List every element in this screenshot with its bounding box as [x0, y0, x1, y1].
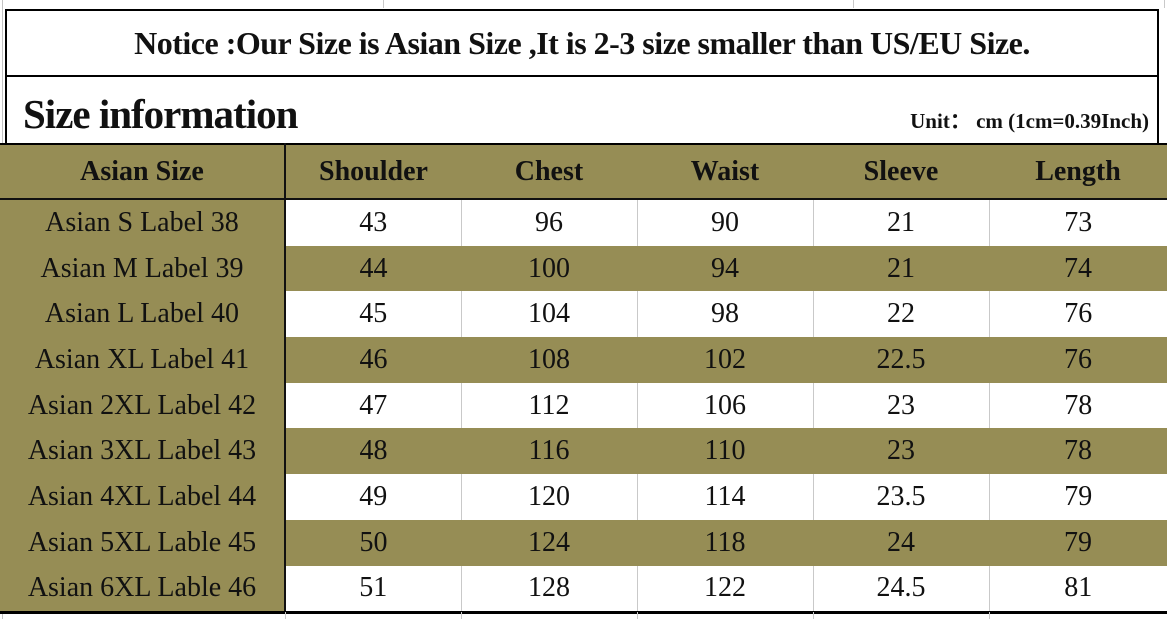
- measurement-cell: 104: [461, 291, 638, 338]
- table-row: Asian 6XL Lable 46 51 128 122 24.5 81: [0, 565, 1167, 613]
- table-row: Asian 3XL Label 43 48 116 110 23 78: [0, 428, 1167, 475]
- measurement-cell: 48: [285, 428, 461, 475]
- measurement-cell: 118: [637, 519, 813, 566]
- col-header-asian-size: Asian Size: [0, 144, 286, 200]
- measurement-cell: 110: [637, 428, 813, 475]
- gridline-stub-bottom-2: [461, 612, 462, 619]
- measurement-cell: 23.5: [813, 474, 990, 520]
- title-bar: Size information Unit： cm (1cm=0.39Inch): [5, 77, 1159, 143]
- measurement-cell: 51: [285, 565, 462, 613]
- table-row: Asian S Label 38 43 96 90 21 73: [0, 199, 1167, 246]
- measurement-cell: 47: [285, 382, 462, 429]
- measurement-cell: 23: [813, 428, 989, 475]
- measurement-cell: 79: [989, 519, 1167, 566]
- measurement-cell: 116: [461, 428, 637, 475]
- col-header-sleeve: Sleeve: [813, 144, 989, 200]
- measurement-cell: 24: [813, 519, 989, 566]
- table-row: Asian 5XL Lable 45 50 124 118 24 79: [0, 519, 1167, 566]
- size-label-cell: Asian 5XL Lable 45: [0, 519, 286, 566]
- gridline-stub-bottom-5: [989, 612, 990, 619]
- size-label-cell: Asian 3XL Label 43: [0, 428, 286, 475]
- col-header-shoulder: Shoulder: [285, 144, 461, 200]
- col-header-waist: Waist: [637, 144, 813, 200]
- size-label-cell: Asian S Label 38: [0, 199, 286, 246]
- measurement-cell: 94: [637, 245, 813, 292]
- gridline-stub-bottom-1: [285, 612, 286, 619]
- measurement-cell: 98: [637, 291, 814, 338]
- measurement-cell: 108: [461, 337, 637, 383]
- measurement-cell: 45: [285, 291, 462, 338]
- size-label-cell: Asian 6XL Lable 46: [0, 565, 286, 613]
- notice-text: Notice :Our Size is Asian Size ,It is 2-…: [134, 24, 1030, 61]
- unit-label: Unit： cm (1cm=0.39Inch): [910, 109, 1149, 133]
- measurement-cell: 96: [461, 199, 638, 246]
- size-label-cell: Asian 4XL Label 44: [0, 474, 286, 520]
- gridline-stub-bottom-3: [637, 612, 638, 619]
- measurement-cell: 22.5: [813, 337, 989, 383]
- measurement-cell: 106: [637, 382, 814, 429]
- col-header-chest: Chest: [461, 144, 637, 200]
- measurement-cell: 23: [813, 382, 990, 429]
- notice-banner: Notice :Our Size is Asian Size ,It is 2-…: [5, 9, 1159, 77]
- size-label-cell: Asian M Label 39: [0, 245, 286, 292]
- measurement-cell: 90: [637, 199, 814, 246]
- size-table-body: Asian S Label 38 43 96 90 21 73 Asian M Label …: [0, 199, 1167, 613]
- col-header-length: Length: [989, 144, 1167, 200]
- gridline-stub-bottom-4: [813, 612, 814, 619]
- size-table: Asian Size Shoulder Chest Waist Sleeve Length…: [0, 143, 1167, 615]
- measurement-cell: 21: [813, 245, 989, 292]
- measurement-cell: 102: [637, 337, 813, 383]
- measurement-cell: 124: [461, 519, 637, 566]
- measurement-cell: 22: [813, 291, 990, 338]
- page-title: Size information: [23, 91, 298, 137]
- measurement-cell: 74: [989, 245, 1167, 292]
- header-row: Asian Size Shoulder Chest Waist Sleeve Length: [0, 144, 1167, 200]
- measurement-cell: 76: [989, 337, 1167, 383]
- gridline-stub-top-1: [383, 0, 384, 8]
- measurement-cell: 50: [285, 519, 461, 566]
- size-label-cell: Asian 2XL Label 42: [0, 382, 286, 429]
- gridline-stub-top-2: [853, 0, 854, 8]
- measurement-cell: 122: [637, 565, 814, 613]
- table-row: Asian XL Label 41 46 108 102 22.5 76: [0, 337, 1167, 383]
- measurement-cell: 76: [989, 291, 1167, 338]
- measurement-cell: 49: [285, 474, 462, 520]
- size-label-cell: Asian XL Label 41: [0, 337, 286, 383]
- measurement-cell: 79: [989, 474, 1167, 520]
- measurement-cell: 73: [989, 199, 1167, 246]
- measurement-cell: 100: [461, 245, 637, 292]
- size-label-cell: Asian L Label 40: [0, 291, 286, 338]
- measurement-cell: 120: [461, 474, 638, 520]
- measurement-cell: 78: [989, 428, 1167, 475]
- table-row: Asian 4XL Label 44 49 120 114 23.5 79: [0, 474, 1167, 520]
- measurement-cell: 46: [285, 337, 461, 383]
- measurement-cell: 78: [989, 382, 1167, 429]
- measurement-cell: 128: [461, 565, 638, 613]
- measurement-cell: 112: [461, 382, 638, 429]
- measurement-cell: 44: [285, 245, 461, 292]
- table-row: Asian L Label 40 45 104 98 22 76: [0, 291, 1167, 338]
- measurement-cell: 43: [285, 199, 462, 246]
- measurement-cell: 114: [637, 474, 814, 520]
- gridline-stub-top-right: [1164, 0, 1165, 8]
- measurement-cell: 24.5: [813, 565, 990, 613]
- measurement-cell: 81: [989, 565, 1167, 613]
- measurement-cell: 21: [813, 199, 990, 246]
- table-row: Asian 2XL Label 42 47 112 106 23 78: [0, 382, 1167, 429]
- table-row: Asian M Label 39 44 100 94 21 74: [0, 245, 1167, 292]
